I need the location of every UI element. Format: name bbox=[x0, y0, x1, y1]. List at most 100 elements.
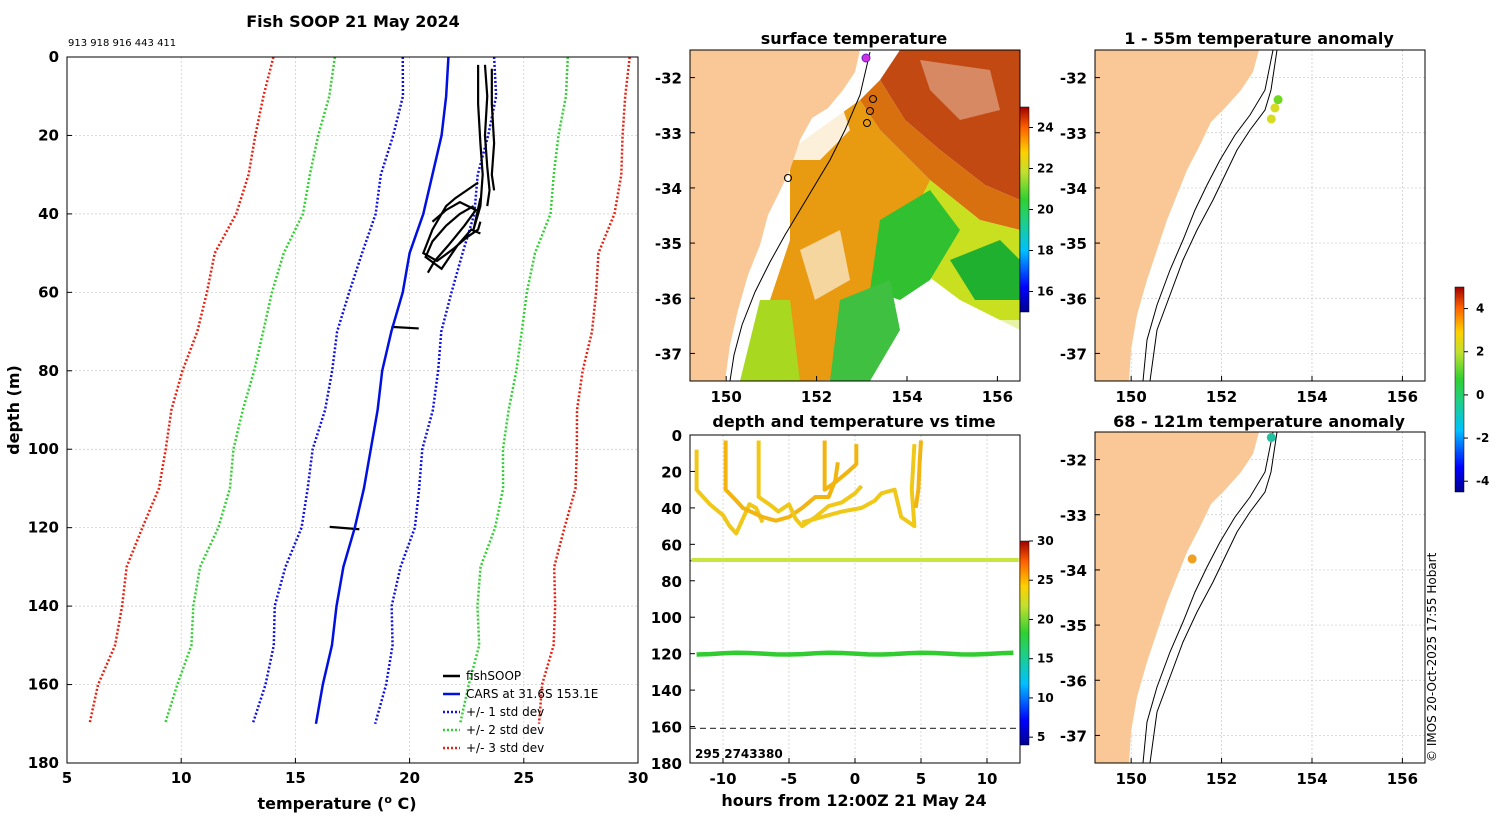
map-ytick-label: -37 bbox=[655, 345, 682, 363]
map-ytick-label: -34 bbox=[1060, 180, 1087, 198]
dt-cb-tick-label: 5 bbox=[1037, 730, 1045, 744]
profile-cars-polyline bbox=[314, 56, 450, 724]
profile-xtick-label: 5 bbox=[62, 769, 72, 787]
map-xtick-label: 154 bbox=[1296, 770, 1327, 788]
dt-ytick-label: 140 bbox=[651, 682, 682, 700]
map-ytick-label: -34 bbox=[655, 180, 682, 198]
profile-fish-segment bbox=[472, 64, 484, 230]
profile-title: Fish SOOP 21 May 2024 bbox=[246, 12, 460, 31]
depth-time-title: depth and temperature vs time bbox=[712, 412, 995, 431]
legend-label-std1: +/- 1 std dev bbox=[466, 705, 544, 719]
map-ytick-label: -32 bbox=[1060, 70, 1087, 88]
profile-ytick-label: 100 bbox=[28, 440, 59, 458]
anom-deep-title: 68 - 121m temperature anomaly bbox=[1113, 412, 1405, 431]
sst-orange-region bbox=[760, 100, 930, 381]
sst-cloud-gap-2 bbox=[920, 60, 1000, 120]
sst-station-marker bbox=[869, 95, 877, 103]
anom-land bbox=[1095, 50, 1259, 381]
map-xtick-label: 150 bbox=[1116, 388, 1147, 406]
profile-fish-lines bbox=[329, 64, 496, 531]
sst-cb-tick-label: 24 bbox=[1037, 121, 1054, 135]
depth-time-colorbar-ticks: 5 10 15 20 25 30 bbox=[1029, 534, 1054, 744]
profile-fish-segment bbox=[424, 205, 481, 271]
map-ytick-label: -33 bbox=[1060, 125, 1087, 143]
profile-std2-line bbox=[458, 56, 570, 725]
sst-current-station bbox=[861, 53, 871, 63]
profile-xtick-label: 15 bbox=[285, 769, 306, 787]
dt-xtick-label: 10 bbox=[977, 770, 998, 788]
anom-point bbox=[1187, 554, 1197, 564]
dt-ytick-label: 0 bbox=[672, 427, 682, 445]
sst-cloud-gap-3 bbox=[800, 230, 850, 300]
anom-slope-contour bbox=[1149, 50, 1278, 381]
profile-xlabel: temperature (o C) bbox=[257, 793, 416, 813]
anom-point bbox=[1266, 114, 1276, 124]
anom-map-content bbox=[1095, 432, 1425, 763]
anom-point bbox=[1273, 95, 1283, 105]
map-ytick-label: -34 bbox=[1060, 562, 1087, 580]
profile-grid bbox=[66, 56, 639, 764]
map-xtick-label: 156 bbox=[1387, 770, 1418, 788]
profile-fish-segment bbox=[421, 181, 482, 263]
anom-point bbox=[1266, 433, 1276, 443]
profile-fish-segment bbox=[391, 325, 419, 330]
map-xtick-label: 152 bbox=[1206, 770, 1237, 788]
anom-deep-panel: 68 - 121m temperature anomaly 150 152 154 1… bbox=[1060, 412, 1426, 788]
dt-cb-tick-label: 15 bbox=[1037, 652, 1054, 666]
profile-ytick-label: 120 bbox=[28, 519, 59, 537]
map-xtick-label: 154 bbox=[891, 388, 922, 406]
profile-std1-line bbox=[251, 56, 405, 725]
dt-xtick-label: -5 bbox=[781, 770, 798, 788]
map-ytick-label: -33 bbox=[655, 125, 682, 143]
dt-ytick-label: 20 bbox=[661, 463, 682, 481]
profile-ylabel: depth (m) bbox=[4, 365, 23, 455]
dt-cb-tick-label: 20 bbox=[1037, 612, 1054, 626]
depth-time-xlabel: hours from 12:00Z 21 May 24 bbox=[721, 791, 986, 810]
sst-cb-tick-label: 20 bbox=[1037, 203, 1054, 217]
profile-std3-line bbox=[88, 56, 275, 725]
sst-shelf-contour bbox=[729, 51, 871, 381]
profile-fish-segment bbox=[426, 200, 478, 274]
profile-xlabel-tail: C) bbox=[392, 794, 417, 813]
map-ytick-label: -36 bbox=[655, 290, 682, 308]
dt-shallow-trace bbox=[822, 440, 859, 492]
dt-shallow-trace bbox=[723, 440, 840, 523]
profile-xtick-label: 25 bbox=[513, 769, 534, 787]
dt-shallow-trace bbox=[801, 443, 917, 529]
sst-station-marker bbox=[784, 174, 792, 182]
anom-colorbar bbox=[1454, 286, 1465, 493]
sst-colorbar-ticks: 16 18 20 22 24 bbox=[1029, 121, 1054, 299]
map-ytick-label: -35 bbox=[1060, 617, 1087, 635]
sst-front bbox=[860, 80, 1020, 230]
profile-ytick-label: 180 bbox=[28, 754, 59, 772]
anom-colorbar-ticks: 4 2 0 -2 -4 bbox=[1464, 302, 1489, 488]
profile-ids: 913 918 916 443 411 bbox=[68, 38, 176, 49]
profile-panel: Fish SOOP 21 May 2024 913 918 916 443 41… bbox=[4, 12, 648, 813]
sst-coastal-patch bbox=[740, 300, 800, 381]
anom-shelf-contour bbox=[1142, 50, 1274, 381]
profile-std1-line bbox=[373, 56, 498, 725]
profile-xtick-label: 10 bbox=[171, 769, 192, 787]
anom-cb-tick-label: -4 bbox=[1476, 474, 1489, 488]
map-ytick-label: -32 bbox=[1060, 452, 1087, 470]
map-ytick-label: -37 bbox=[1060, 345, 1087, 363]
depth-time-panel: depth and temperature vs time -10 -5 0 5 100… bbox=[651, 412, 1054, 810]
profile-legend: fishSOOP CARS at 31.6S 153.1E +/- 1 std … bbox=[443, 669, 598, 755]
sst-warm-region bbox=[880, 50, 1020, 200]
dt-ytick-label: 120 bbox=[651, 646, 682, 664]
profile-std3-line bbox=[537, 56, 631, 724]
sst-station-marker bbox=[863, 119, 871, 127]
credit-text: © IMOS 20-Oct-2025 17:55 Hobart bbox=[1425, 552, 1439, 762]
map-ytick-label: -36 bbox=[1060, 290, 1087, 308]
sst-green-patch-2 bbox=[830, 280, 900, 381]
legend-label-std2: +/- 2 std dev bbox=[466, 723, 544, 737]
profile-xlabel-sup: o bbox=[384, 793, 392, 806]
anom-cb-tick-label: 0 bbox=[1476, 388, 1484, 402]
depth-time-grid bbox=[722, 435, 988, 763]
depth-time-colorbar bbox=[1019, 540, 1030, 746]
dt-ytick-label: 80 bbox=[661, 573, 682, 591]
profile-fish-segment bbox=[483, 64, 491, 207]
profile-ytick-label: 20 bbox=[38, 126, 59, 144]
anom-colorbar-group: 4 2 0 -2 -4 bbox=[1454, 286, 1489, 493]
